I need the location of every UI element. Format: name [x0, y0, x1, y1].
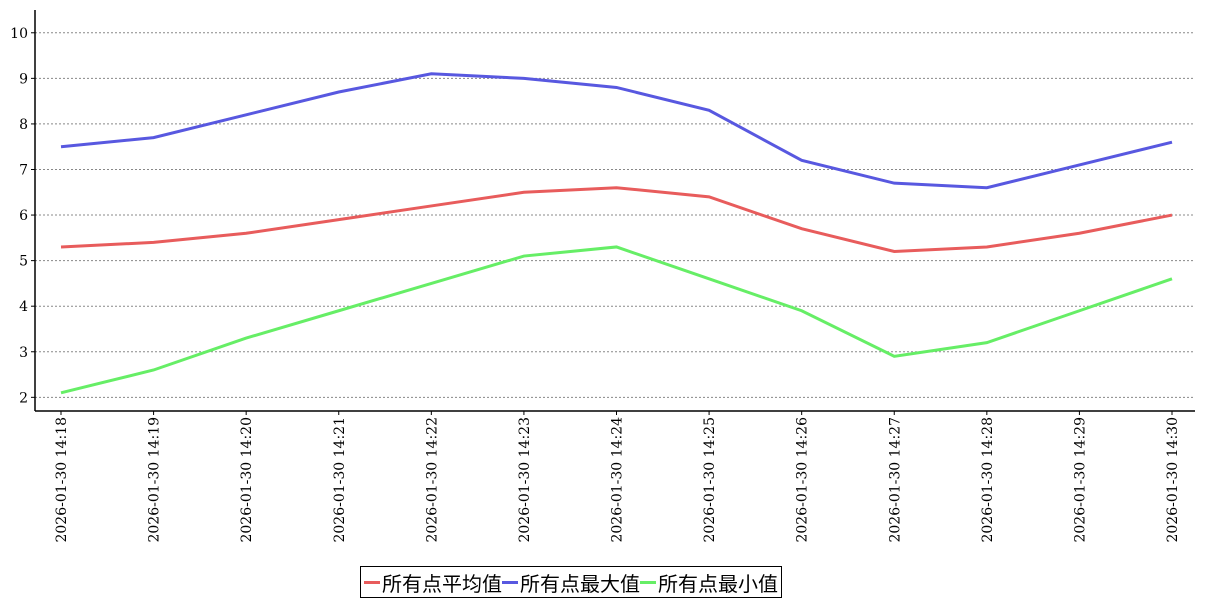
legend-swatch: [502, 580, 518, 584]
legend-item: 所有点平均值: [364, 568, 502, 597]
series-line: [60, 72, 1173, 190]
y-tick-label: 8: [19, 117, 28, 133]
legend-swatch: [364, 580, 380, 584]
legend-item: 所有点最小值: [640, 568, 778, 597]
y-tick-label: 9: [19, 71, 28, 87]
x-tick-label: 2026-01-30 14:19: [147, 417, 163, 543]
x-tick-label: 2026-01-30 14:25: [702, 417, 718, 543]
y-tick-label: 10: [10, 26, 28, 42]
x-tick-label: 2026-01-30 14:23: [517, 417, 533, 543]
legend: 所有点平均值 所有点最大值 所有点最小值: [360, 566, 782, 598]
y-tick-label: 2: [19, 390, 28, 406]
legend-item: 所有点最大值: [502, 568, 640, 597]
x-tick-label: 2026-01-30 14:29: [1072, 417, 1088, 543]
y-tick-label: 6: [19, 208, 28, 224]
legend-swatch: [640, 580, 656, 584]
y-tick-label: 7: [19, 162, 28, 178]
series-line: [60, 186, 1173, 254]
x-tick-label: 2026-01-30 14:18: [54, 417, 70, 543]
y-tick-label: 5: [19, 254, 28, 270]
y-tick-label: 4: [19, 299, 28, 315]
legend-label: 所有点最小值: [658, 571, 778, 596]
x-tick-label: 2026-01-30 14:24: [610, 417, 626, 543]
chart: 2 3 4 5 6 7 8 9 10 2026-01-30 14:18 2026-01-30 14:…: [10, 10, 1195, 543]
x-tick-label: 2026-01-30 14:22: [424, 417, 440, 543]
y-tick-label: 3: [19, 345, 28, 361]
x-tick-label: 2026-01-30 14:26: [795, 417, 811, 543]
legend-label: 所有点平均值: [382, 571, 502, 596]
x-tick-label: 2026-01-30 14:30: [1165, 417, 1181, 543]
legend-label: 所有点最大值: [520, 571, 640, 596]
x-tick-label: 2026-01-30 14:28: [980, 417, 996, 543]
series-line: [60, 245, 1173, 395]
x-tick-label: 2026-01-30 14:21: [332, 417, 348, 543]
x-tick-label: 2026-01-30 14:27: [887, 417, 903, 543]
x-tick-label: 2026-01-30 14:20: [239, 417, 255, 543]
